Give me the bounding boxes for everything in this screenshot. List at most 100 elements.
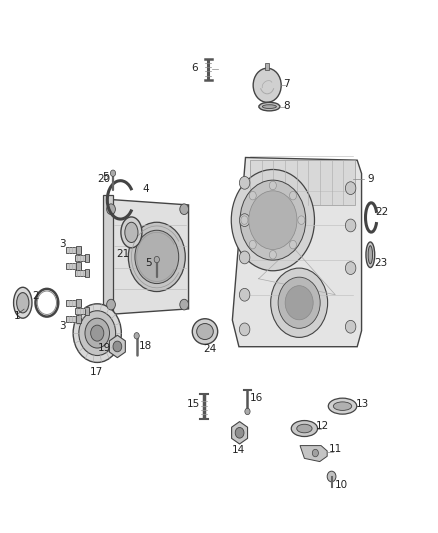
Text: 20: 20 [97, 174, 110, 183]
Circle shape [240, 251, 250, 264]
Text: 11: 11 [328, 445, 342, 454]
Circle shape [271, 268, 328, 337]
Circle shape [249, 240, 256, 249]
Text: 1: 1 [13, 311, 20, 320]
Circle shape [345, 320, 356, 333]
Text: 3: 3 [59, 321, 66, 331]
Circle shape [154, 256, 159, 263]
Circle shape [240, 214, 250, 227]
Circle shape [135, 230, 179, 284]
Bar [250, 160, 355, 205]
Text: 13: 13 [356, 399, 369, 409]
Polygon shape [233, 158, 362, 346]
Ellipse shape [17, 293, 29, 313]
Circle shape [327, 471, 336, 482]
Circle shape [345, 219, 356, 232]
Bar [76, 314, 81, 322]
Text: 2: 2 [32, 292, 39, 301]
Bar [76, 262, 81, 270]
Bar [85, 254, 89, 262]
Circle shape [285, 286, 313, 320]
Circle shape [269, 181, 276, 190]
Text: 16: 16 [250, 393, 263, 402]
Bar [74, 271, 89, 276]
Circle shape [134, 333, 139, 339]
Ellipse shape [368, 246, 372, 264]
Text: 3: 3 [59, 239, 66, 249]
Bar [74, 255, 89, 261]
Circle shape [85, 318, 110, 348]
Circle shape [231, 169, 314, 271]
Circle shape [180, 299, 188, 310]
Bar [67, 300, 81, 306]
Ellipse shape [125, 222, 138, 243]
Bar [103, 196, 113, 318]
Text: 17: 17 [90, 367, 103, 376]
Text: 6: 6 [191, 63, 198, 73]
Circle shape [290, 191, 297, 200]
Bar [67, 316, 81, 321]
Circle shape [107, 204, 116, 214]
Ellipse shape [328, 398, 357, 414]
Text: 5: 5 [145, 258, 152, 268]
Bar [67, 263, 81, 269]
Bar [67, 247, 81, 253]
Polygon shape [232, 422, 247, 444]
Bar [74, 308, 89, 313]
Circle shape [290, 240, 297, 249]
Circle shape [312, 449, 318, 457]
Ellipse shape [333, 402, 352, 410]
Circle shape [91, 325, 104, 341]
Text: 5: 5 [102, 172, 109, 182]
Circle shape [235, 427, 244, 438]
Circle shape [240, 323, 250, 336]
Text: 21: 21 [116, 249, 129, 259]
Circle shape [180, 204, 188, 214]
Circle shape [245, 408, 250, 415]
Bar [76, 246, 81, 254]
Ellipse shape [197, 324, 213, 340]
Ellipse shape [366, 242, 374, 268]
Circle shape [128, 222, 185, 292]
Circle shape [345, 262, 356, 274]
Text: 24: 24 [204, 344, 217, 354]
Polygon shape [112, 199, 188, 314]
Text: 7: 7 [283, 79, 290, 89]
Circle shape [79, 311, 116, 356]
Circle shape [298, 216, 305, 224]
Circle shape [110, 170, 116, 176]
Polygon shape [300, 446, 327, 462]
Circle shape [253, 68, 281, 102]
Ellipse shape [291, 421, 318, 437]
Bar [265, 63, 269, 70]
Circle shape [249, 191, 256, 200]
Ellipse shape [192, 319, 218, 344]
Text: 22: 22 [375, 207, 389, 217]
Ellipse shape [297, 424, 312, 433]
Circle shape [249, 191, 297, 249]
Text: 12: 12 [316, 422, 329, 431]
Circle shape [345, 182, 356, 195]
Text: 10: 10 [335, 480, 348, 490]
Text: 23: 23 [374, 258, 388, 268]
Circle shape [269, 251, 276, 259]
Bar [85, 269, 89, 277]
Circle shape [107, 299, 116, 310]
Text: 15: 15 [187, 399, 200, 409]
Circle shape [278, 277, 320, 328]
Text: 9: 9 [367, 174, 374, 184]
Ellipse shape [259, 102, 280, 111]
Ellipse shape [14, 287, 32, 318]
Circle shape [240, 180, 306, 260]
Ellipse shape [262, 104, 276, 108]
Text: 14: 14 [232, 445, 245, 455]
Text: 4: 4 [142, 184, 149, 194]
Circle shape [240, 288, 250, 301]
Bar [85, 307, 89, 314]
Circle shape [240, 176, 250, 189]
Polygon shape [110, 335, 125, 358]
Text: 8: 8 [283, 101, 290, 110]
Circle shape [241, 216, 248, 224]
Bar [76, 298, 81, 307]
Circle shape [73, 304, 121, 362]
